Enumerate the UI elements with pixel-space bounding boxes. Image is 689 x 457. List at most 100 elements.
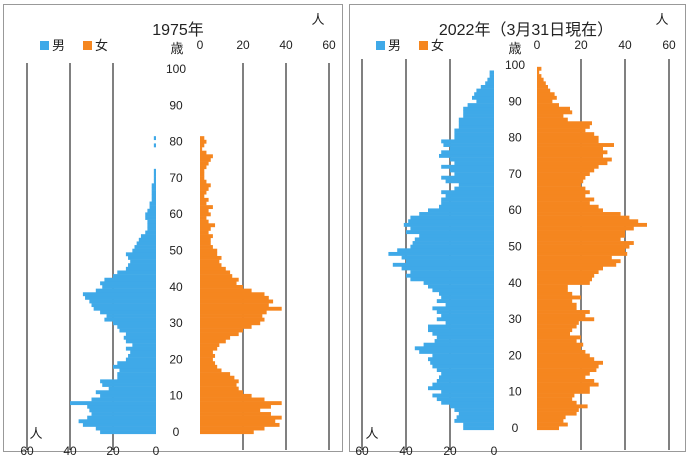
y2022-female-bar-age-40: [537, 281, 590, 285]
y1975-female-bar-age-39: [200, 288, 252, 293]
y1975-female-bar-age-9: [200, 397, 265, 402]
y2022-male-bar-age-60: [428, 208, 494, 213]
y1975-female-bar-age-42: [200, 277, 239, 282]
y2022-female-bar-age-53: [537, 233, 625, 238]
y2022-male-bar-age-73: [454, 161, 494, 166]
y2022-male-bar-age-31: [441, 313, 494, 318]
y2022-male-bar-age-57: [408, 219, 494, 224]
y2022-female-bar-age-9: [537, 393, 575, 398]
y2022-male-bar-age-14: [439, 375, 494, 380]
unit-label-bottom: 人: [29, 426, 42, 441]
y1975-male-bar-age-10: [100, 393, 156, 398]
y1975-female-bar-age-52: [200, 241, 211, 246]
y1975-male-bar-age-64: [151, 197, 156, 202]
y2022-male-bar-age-58: [410, 215, 494, 220]
y1975-male-bar-age-67: [151, 186, 156, 191]
y1975-female-bar-age-18: [200, 364, 218, 369]
y2022-male-bar-age-71: [450, 168, 494, 173]
age-tick-80: 80: [169, 135, 183, 149]
y2022-female-bar-age-56: [537, 222, 647, 227]
y2022-male-bar-age-79: [441, 139, 494, 144]
age-tick-70: 70: [508, 167, 522, 181]
y2022-female-bar-age-44: [537, 266, 603, 271]
y2022-male-bar-age-40: [423, 281, 494, 285]
y2022-male-bar-age-68: [445, 179, 494, 184]
y1975-male-bar-age-39: [95, 288, 156, 293]
y2022-female-bar-age-0: [537, 426, 559, 431]
y1975-male-bar-age-34: [93, 306, 156, 311]
y2022-male-bar-age-25: [436, 335, 494, 340]
y2022-female-bar-age-73: [537, 161, 608, 166]
y2022-male-bar-age-32: [436, 310, 494, 314]
y2022-male-bar-age-69: [441, 175, 494, 180]
y2022-male-bar-age-19: [428, 357, 494, 362]
y1975-female-bar-age-75: [200, 157, 211, 162]
y2022-female-bar-age-47: [537, 255, 612, 260]
y2022-female-bar-age-4: [537, 411, 577, 416]
y1975-female-bar-age-79: [200, 143, 205, 148]
y2022-male-bar-age-35: [436, 299, 494, 304]
y2022-male-bar-age-48: [388, 251, 494, 256]
y2022-female-bar-age-24: [537, 339, 577, 343]
y2022-male-bar-age-15: [441, 371, 494, 376]
tick-male-20: 20: [443, 444, 457, 457]
y2022-female-bar-age-93: [537, 88, 551, 93]
age-tick-50: 50: [508, 240, 522, 254]
y1975-male-bar-age-51: [134, 245, 156, 249]
y2022-male-bar-age-84: [458, 121, 494, 126]
y1975-female-bar-age-63: [200, 201, 207, 206]
legend-male-swatch: [40, 41, 49, 50]
y2022-female-bar-age-68: [537, 179, 584, 184]
y2022-male-bar-age-6: [450, 404, 494, 409]
y1975-female-bar-age-12: [200, 386, 239, 391]
y1975-male-bar-age-81: [153, 136, 156, 141]
y1975-male-bar-age-32: [106, 314, 156, 318]
y2022-female-bar-age-11: [537, 386, 590, 391]
y1975-male-bar-age-52: [136, 241, 156, 246]
y1975-male-bar-age-60: [145, 212, 156, 217]
y1975-female-bar-age-56: [200, 226, 211, 231]
y2022-male-bar-age-0: [463, 426, 494, 431]
y2022-female-bar-age-5: [537, 408, 579, 412]
y1975-male-bar-age-68: [151, 183, 156, 188]
y1975-female-bar-age-76: [200, 154, 213, 159]
y2022-female-bar-age-98: [537, 70, 540, 75]
y2022-male-bar-age-24: [434, 339, 494, 343]
y2022-female-bar-age-39: [537, 284, 568, 289]
y1975-female-bar-age-41: [200, 281, 237, 286]
y1975-male-bar-age-14: [100, 379, 156, 384]
y2022-male-bar-age-85: [458, 117, 494, 122]
tick-male-40: 40: [399, 444, 413, 457]
y2022-female-bar-age-80: [537, 135, 599, 140]
age-axis-label: 歳: [508, 41, 521, 56]
y1975-female-bar-age-33: [200, 310, 267, 315]
y1975-female-bar-age-3: [200, 419, 276, 424]
legend-male-label: 男: [388, 38, 401, 53]
y1975-male-bar-age-30: [113, 321, 156, 326]
y1975-female-bar-age-58: [200, 219, 209, 224]
y2022-male-bar-age-54: [406, 230, 494, 235]
age-tick-10: 10: [169, 389, 183, 403]
y2022-male-bar-age-10: [441, 389, 494, 394]
y2022-male-bar-age-39: [428, 284, 494, 289]
y2022-female-bar-age-38: [537, 288, 568, 293]
y1975-male-bar-age-47: [130, 259, 156, 264]
y1975-male-bar-age-31: [104, 317, 156, 322]
age-tick-20: 20: [169, 352, 183, 366]
age-tick-30: 30: [508, 312, 522, 326]
y2022-male-bar-age-94: [480, 84, 494, 89]
y2022-male-bar-age-59: [419, 212, 494, 216]
y1975-female-bar-age-11: [200, 390, 243, 395]
y1975-male-bar-age-29: [117, 324, 156, 329]
y1975-female-bar-age-35: [200, 303, 269, 308]
y1975-male-bar-age-3: [78, 419, 156, 424]
y2022-female-bar-age-60: [537, 208, 603, 213]
y2022-male-bar-age-89: [467, 103, 494, 108]
y1975-female-bar-age-77: [200, 150, 207, 155]
y1975-female-bar-age-34: [200, 306, 282, 311]
y2022-female-bar-age-78: [537, 143, 614, 147]
y2022-female-bar-age-99: [537, 66, 542, 71]
y2022-male-bar-age-78: [443, 143, 494, 147]
y2022-female-bar-age-22: [537, 346, 581, 351]
y1975-female-bar-age-73: [200, 165, 207, 170]
